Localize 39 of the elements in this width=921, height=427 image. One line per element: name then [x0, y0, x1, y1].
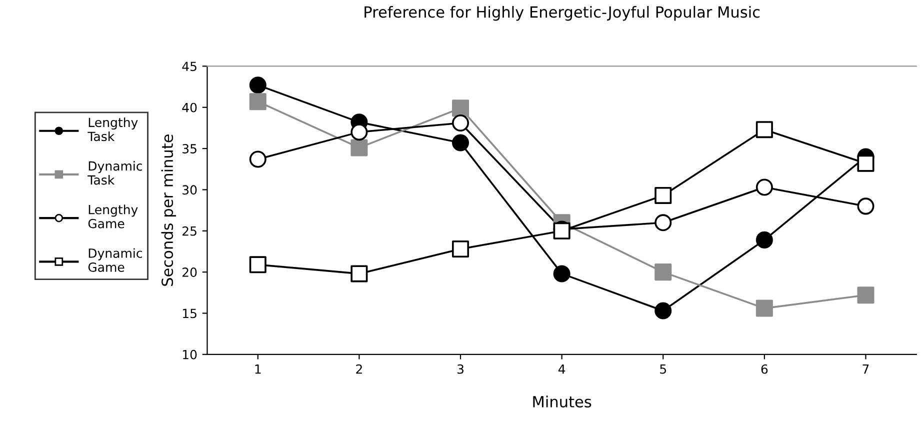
chart-title: Preference for Highly Energetic-Joyful Popular Music [364, 6, 760, 21]
point [452, 240, 470, 258]
y-tick-label: 45 [182, 62, 196, 72]
legend-label: Lengthy Task [88, 117, 138, 142]
y-tick-label: 15 [182, 308, 196, 318]
point [654, 302, 672, 320]
legend-label: Dynamic Game [88, 248, 142, 272]
x-tick-label: 7 [862, 364, 869, 374]
legend-label: Dynamic Task [88, 161, 142, 185]
x-tick-label: 2 [356, 364, 362, 374]
y-tick-label: 30 [182, 185, 197, 195]
point [350, 139, 368, 156]
point [249, 76, 266, 94]
point [756, 231, 773, 248]
y-tick-label: 40 [182, 102, 197, 112]
y-tick-label: 25 [182, 226, 196, 236]
point [756, 121, 773, 138]
point [249, 256, 266, 274]
y-tick-label: 35 [182, 144, 196, 154]
y-axis-title: Seconds per minute [161, 134, 176, 286]
x-tick-label: 3 [457, 364, 464, 374]
y-tick-label: 10 [182, 350, 197, 360]
point [857, 154, 874, 172]
x-tick-label: 6 [761, 364, 768, 374]
legend-label: Lengthy Game [88, 204, 138, 228]
point [249, 93, 266, 110]
point [857, 286, 874, 304]
y-tick-label: 20 [182, 268, 197, 277]
x-axis-title: Minutes [533, 396, 592, 408]
point [350, 265, 368, 282]
point [654, 264, 672, 281]
point [654, 186, 672, 204]
point [756, 300, 773, 317]
point [553, 265, 570, 282]
x-tick-label: 5 [660, 364, 666, 374]
point [452, 134, 470, 152]
x-tick-label: 1 [255, 364, 261, 374]
x-tick-label: 4 [558, 364, 566, 374]
point [452, 100, 470, 117]
